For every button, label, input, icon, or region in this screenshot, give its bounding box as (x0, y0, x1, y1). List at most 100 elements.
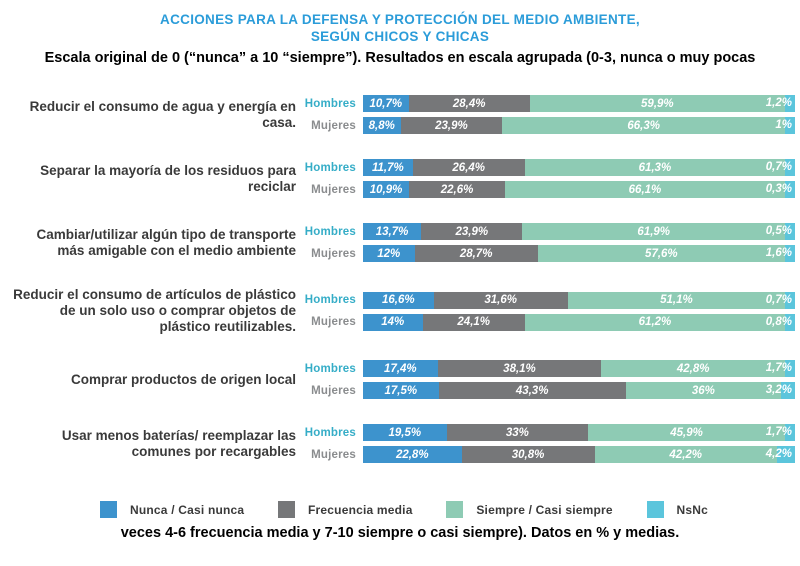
bar-segment-frecuencia-media: 26,4% (412, 159, 525, 176)
segment-value-label: 61,9% (637, 225, 671, 238)
bar-segment-nunca-casi-nunca: 16,6% (363, 291, 434, 309)
bar-row-hombres: Hombres 19,5% 33% 45,9% 1,7% (304, 424, 795, 441)
gender-label-mujeres: Mujeres (311, 448, 356, 461)
segment-value-label: 13,7% (375, 225, 409, 238)
gender-label-hombres: Hombres (304, 161, 356, 174)
legend-swatch-icon (100, 501, 117, 518)
legend-label: Nunca / Casi nunca (130, 502, 245, 517)
bar-segment-frecuencia-media: 28,7% (414, 245, 538, 262)
bar-row-mujeres: Mujeres 8,8% 23,9% 66,3% 1% (304, 117, 795, 134)
segment-value-label: 51,1% (660, 294, 693, 306)
category-label: Usar menos baterías/ reemplazar las comu… (61, 427, 296, 459)
stacked-bar-hombres: 13,7% 23,9% 61,9% 0,5% (363, 223, 795, 240)
segment-value-label: 19,5% (388, 426, 422, 439)
bar-row-mujeres: Mujeres 12% 28,7% 57,6% 1,6% (304, 245, 795, 262)
segment-value-label: 22,8% (395, 448, 429, 461)
bar-segment-nsnc (785, 245, 795, 262)
stacked-bar-hombres: 10,7% 28,4% 59,9% 1,2% (363, 95, 795, 112)
segment-value-label: 45,9% (670, 426, 703, 439)
stacked-bar-mujeres: 12% 28,7% 57,6% 1,6% (363, 245, 795, 262)
gender-label-hombres: Hombres (304, 97, 356, 110)
bar-segment-nsnc (785, 95, 795, 112)
bar-segment-nsnc (785, 424, 795, 441)
segment-value-label: 59,9% (641, 97, 674, 110)
segment-value-label-nsnc: 0,7% (765, 161, 792, 173)
segment-value-label: 66,1% (628, 183, 662, 196)
bar-segment-siempre-casi-siempre: 61,3% (524, 159, 785, 176)
legend: Nunca / Casi nunca Frecuencia media Siempr… (100, 501, 708, 518)
bar-segment-nunca-casi-nunca: 22,8% (363, 446, 462, 463)
bar-row-hombres: Hombres 11,7% 26,4% 61,3% 0,7% (304, 159, 795, 176)
bar-segment-nunca-casi-nunca: 10,7% (363, 95, 409, 112)
legend-item: Nunca / Casi nunca (100, 501, 244, 518)
bar-segment-frecuencia-media: 33% (446, 424, 589, 441)
segment-value-label: 12% (377, 247, 401, 260)
bar-segment-frecuencia-media: 28,4% (408, 95, 530, 112)
segment-value-label: 22,6% (440, 183, 474, 196)
gender-label-hombres: Hombres (304, 225, 356, 238)
segment-value-label-nsnc: 4,2% (765, 448, 792, 460)
category-label: Reducir el consumo de agua y energía en … (29, 98, 296, 130)
segment-value-label: 8,8% (368, 119, 395, 132)
group-bars: Hombres 10,7% 28,4% 59,9% 1,2% Mujeres 8,8% 23,… (304, 95, 795, 134)
bar-segment-siempre-casi-siempre: 51,1% (567, 291, 785, 309)
segment-value-label: 14% (381, 316, 405, 328)
bar-segment-frecuencia-media: 31,6% (433, 291, 568, 309)
bar-row-hombres: Hombres 16,6% 31,6% 51,1% 0,7% (304, 291, 795, 309)
bar-segment-frecuencia-media: 22,6% (409, 181, 505, 198)
bar-row-mujeres: Mujeres 22,8% 30,8% 42,2% 4,2% (304, 446, 795, 463)
segment-value-label-nsnc: 0,8% (765, 315, 792, 328)
bar-segment-frecuencia-media: 24,1% (422, 313, 525, 331)
bar-row-hombres: Hombres 10,7% 28,4% 59,9% 1,2% (304, 95, 795, 112)
legend-label: NsNc (676, 502, 708, 517)
bar-row-mujeres: Mujeres 14% 24,1% 61,2% 0,8% (304, 313, 795, 331)
gender-label-mujeres: Mujeres (311, 247, 356, 260)
segment-value-label: 31,6% (484, 294, 517, 306)
bar-segment-frecuencia-media: 43,3% (438, 382, 626, 399)
bar-segment-nunca-casi-nunca: 14% (363, 313, 423, 331)
stacked-bar-hombres: 11,7% 26,4% 61,3% 0,7% (363, 159, 795, 176)
segment-value-label: 61,3% (638, 161, 672, 174)
bar-segment-siempre-casi-siempre: 61,9% (522, 223, 785, 240)
segment-value-label: 38,1% (503, 362, 536, 375)
bar-row-hombres: Hombres 17,4% 38,1% 42,8% 1,7% (304, 360, 795, 377)
stacked-bar-mujeres: 8,8% 23,9% 66,3% 1% (363, 117, 795, 134)
bar-segment-frecuencia-media: 23,9% (400, 117, 503, 134)
segment-value-label: 28,4% (452, 97, 486, 110)
segment-value-label-nsnc: 1,7% (765, 362, 792, 374)
legend-swatch-icon (446, 501, 464, 518)
chart-title-line1: ACCIONES PARA LA DEFENSA Y PROTECCIÓN DE… (160, 12, 640, 27)
bar-segment-siempre-casi-siempre: 61,2% (524, 313, 785, 331)
chart-group: Comprar productos de origen local Hombres… (8, 360, 795, 399)
gender-label-mujeres: Mujeres (311, 384, 356, 397)
stacked-bar-hombres: 17,4% 38,1% 42,8% 1,7% (363, 360, 795, 377)
segment-value-label: 43,3% (515, 384, 549, 397)
stacked-bar-hombres: 16,6% 31,6% 51,1% 0,7% (363, 291, 795, 309)
bar-segment-nsnc (776, 446, 795, 463)
segment-value-label-nsnc: 0,3% (765, 183, 792, 195)
segment-value-label: 57,6% (645, 247, 678, 260)
stacked-bar-mujeres: 17,5% 43,3% 36% 3,2% (363, 382, 795, 399)
bar-segment-siempre-casi-siempre: 57,6% (537, 245, 785, 262)
legend-label: Frecuencia media (308, 502, 413, 517)
segment-value-label: 61,2% (638, 316, 672, 328)
chart-subtitle: Escala original de 0 (“nunca” a 10 “siem… (44, 50, 756, 66)
segment-value-label: 17,4% (384, 362, 417, 375)
bar-segment-nsnc (785, 223, 795, 240)
category-label: Separar la mayoría de los residuos para … (40, 162, 296, 194)
segment-value-label-nsnc: 0,7% (765, 293, 792, 306)
bar-row-hombres: Hombres 13,7% 23,9% 61,9% 0,5% (304, 223, 795, 240)
chart: Reducir el consumo de agua y energía en … (0, 95, 800, 463)
chart-group: Cambiar/utilizar algún tipo de transport… (8, 223, 795, 262)
segment-value-label: 26,4% (452, 161, 486, 174)
bar-segment-nunca-casi-nunca: 8,8% (363, 117, 401, 134)
bar-segment-frecuencia-media: 23,9% (421, 223, 523, 240)
stacked-bar-mujeres: 10,9% 22,6% 66,1% 0,3% (363, 181, 795, 198)
legend-swatch-icon (646, 501, 664, 518)
chart-group: Reducir el consumo de agua y energía en … (8, 95, 795, 134)
chart-group: Reducir el consumo de artículos de plást… (8, 287, 795, 335)
legend-item: Frecuencia media (278, 501, 413, 518)
gender-label-hombres: Hombres (304, 426, 356, 439)
group-bars: Hombres 17,4% 38,1% 42,8% 1,7% Mujeres 17,5% 43… (304, 360, 795, 399)
bar-segment-nunca-casi-nunca: 12% (363, 245, 415, 262)
